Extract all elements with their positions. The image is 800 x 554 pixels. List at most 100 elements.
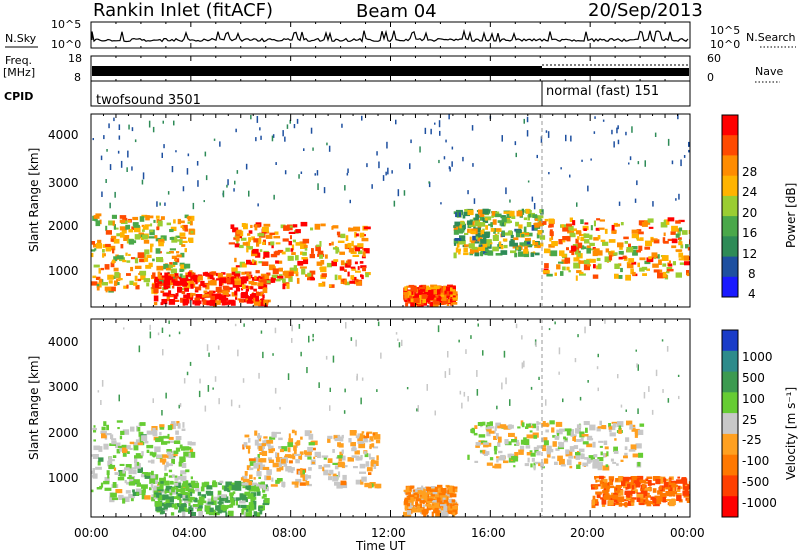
velocity-echo-cell bbox=[405, 491, 412, 495]
power-echo-cell bbox=[513, 237, 519, 241]
power-echo-cell bbox=[567, 229, 574, 234]
power-scatter-cell bbox=[424, 127, 427, 134]
power-scatter-cell bbox=[234, 180, 236, 185]
velocity-echo-cell bbox=[190, 476, 193, 480]
power-echo-cell bbox=[108, 280, 113, 284]
power-echo-cell bbox=[532, 240, 535, 246]
power-echo-cell bbox=[632, 250, 638, 256]
power-echo-cell bbox=[250, 286, 254, 290]
power-echo-cell bbox=[116, 255, 124, 260]
velocity-echo-cell bbox=[242, 444, 245, 450]
power-echo-cell bbox=[554, 272, 557, 276]
power-scatter-cell bbox=[501, 135, 503, 142]
power-echo-cell bbox=[163, 293, 170, 296]
velocity-echo-cell bbox=[558, 441, 562, 445]
velocity-echo-cell bbox=[568, 455, 574, 459]
velocity-echo-cell bbox=[259, 452, 264, 456]
velocity-echo-cell bbox=[493, 435, 498, 440]
velocity-echo-cell bbox=[240, 477, 244, 481]
power-scatter-cell bbox=[361, 115, 363, 121]
velocity-echo-cell bbox=[207, 486, 211, 490]
power-echo-cell bbox=[282, 238, 289, 242]
power-echo-cell bbox=[347, 242, 352, 248]
velocity-echo-cell bbox=[406, 503, 411, 507]
power-echo-cell bbox=[595, 227, 600, 231]
velocity-echo-cell bbox=[180, 473, 183, 478]
velocity-echo-cell bbox=[614, 438, 617, 441]
power-echo-cell bbox=[645, 240, 652, 247]
power-scatter-cell bbox=[275, 162, 277, 165]
velocity-echo-cell bbox=[363, 451, 367, 455]
power-echo-cell bbox=[569, 217, 573, 223]
power-scatter-cell bbox=[419, 146, 421, 153]
velocity-echo-cell bbox=[200, 486, 205, 492]
xtick-0000: 00:00 bbox=[74, 526, 109, 540]
power-scatter-cell bbox=[378, 161, 380, 169]
velocity-echo-cell bbox=[276, 478, 283, 482]
power-echo-cell bbox=[618, 275, 623, 279]
power-echo-cell bbox=[458, 249, 461, 255]
power-echo-cell bbox=[458, 227, 464, 233]
power-echo-cell bbox=[609, 251, 614, 257]
velocity-scatter-cell bbox=[138, 345, 141, 353]
power-echo-cell bbox=[169, 237, 175, 240]
power-echo-cell bbox=[636, 233, 639, 239]
power-echo-cell bbox=[184, 263, 191, 269]
power-echo-cell bbox=[175, 275, 179, 279]
velocity-echo-cell bbox=[187, 441, 192, 446]
power-scatter-cell bbox=[515, 152, 517, 158]
velocity-echo-cell bbox=[658, 477, 664, 482]
nsearch-tick-top: 10^5 bbox=[710, 24, 740, 37]
velocity-echo-cell bbox=[304, 454, 312, 457]
power-echo-cell bbox=[240, 237, 247, 241]
colorbar-segment bbox=[722, 392, 738, 414]
velocity-scatter-cell bbox=[274, 327, 277, 334]
velocity-echo-cell bbox=[134, 455, 141, 459]
power-echo-cell bbox=[559, 250, 565, 256]
velocity-echo-cell bbox=[584, 457, 589, 460]
power-scatter-cell bbox=[644, 160, 646, 167]
power-echo-cell bbox=[102, 253, 105, 258]
power-echo-cell bbox=[201, 294, 206, 298]
power-echo-cell bbox=[176, 251, 180, 254]
power-scatter-cell bbox=[540, 136, 543, 143]
velocity-echo-cell bbox=[452, 505, 458, 511]
velocity-echo-cell bbox=[240, 504, 247, 509]
power-echo-cell bbox=[654, 256, 657, 260]
power-scatter-cell bbox=[161, 152, 163, 158]
power-scatter-cell bbox=[300, 171, 303, 174]
power-echo-cell bbox=[449, 291, 453, 295]
power-echo-cell bbox=[561, 254, 567, 257]
velocity-echo-cell bbox=[363, 438, 368, 443]
power-echo-cell bbox=[175, 235, 181, 238]
power-echo-cell bbox=[598, 227, 605, 230]
velocity-scatter-cell bbox=[101, 380, 104, 387]
velocity-echo-cell bbox=[253, 477, 256, 480]
velocity-echo-cell bbox=[675, 493, 682, 496]
power-echo-cell bbox=[114, 272, 120, 278]
power-echo-cell bbox=[527, 232, 533, 237]
power-echo-cell bbox=[150, 243, 154, 247]
power-echo-cell bbox=[478, 246, 485, 252]
power-echo-cell bbox=[201, 296, 205, 302]
power-scatter-cell bbox=[131, 166, 133, 171]
velocity-echo-cell bbox=[684, 487, 689, 493]
power-echo-cell bbox=[301, 257, 308, 260]
power-echo-cell bbox=[574, 249, 579, 255]
power-scatter-cell bbox=[284, 170, 287, 175]
power-echo-cell bbox=[153, 295, 159, 302]
velocity-echo-cell bbox=[300, 468, 303, 474]
power-echo-cell bbox=[292, 224, 298, 228]
power-echo-cell bbox=[589, 242, 595, 247]
power-echo-cell bbox=[582, 225, 589, 231]
velocity-echo-cell bbox=[593, 454, 598, 458]
velocity-scatter-cell bbox=[217, 345, 220, 350]
power-echo-cell bbox=[258, 284, 266, 290]
power-echo-cell bbox=[246, 272, 250, 277]
velocity-scatter-cell bbox=[505, 377, 507, 385]
velocity-echo-cell bbox=[534, 461, 541, 465]
power-echo-cell bbox=[639, 237, 644, 241]
power-echo-cell bbox=[97, 282, 102, 288]
velocity-echo-cell bbox=[328, 476, 333, 481]
colorbar-segment bbox=[722, 256, 738, 278]
